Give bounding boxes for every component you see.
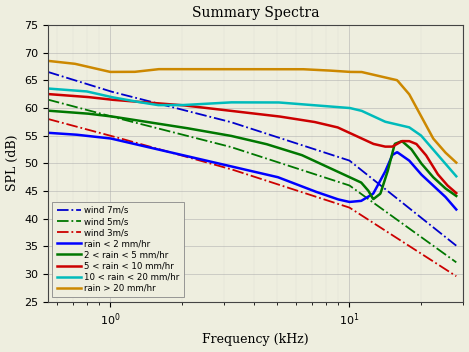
wind 7m/s xyxy=(454,244,459,248)
10 < rain < 20 mm/hr xyxy=(70,88,76,93)
wind 7m/s xyxy=(70,78,76,82)
rain > 20 mm/hr xyxy=(454,161,459,165)
wind 3m/s xyxy=(397,238,402,242)
2 < rain < 5 mm/hr xyxy=(70,111,76,115)
Line: wind 5m/s: wind 5m/s xyxy=(48,100,456,262)
wind 7m/s xyxy=(45,70,51,74)
wind 7m/s xyxy=(293,141,299,145)
2 < rain < 5 mm/hr xyxy=(397,140,403,144)
rain < 2 mm/hr xyxy=(305,187,311,191)
5 < rain < 10 mm/hr xyxy=(70,94,76,98)
Line: rain > 20 mm/hr: rain > 20 mm/hr xyxy=(48,61,456,163)
wind 7m/s xyxy=(305,145,311,149)
X-axis label: Frequency (kHz): Frequency (kHz) xyxy=(203,333,309,346)
wind 3m/s xyxy=(282,184,288,189)
Line: 5 < rain < 10 mm/hr: 5 < rain < 10 mm/hr xyxy=(48,94,456,193)
wind 5m/s xyxy=(454,260,459,264)
5 < rain < 10 mm/hr xyxy=(355,134,361,139)
5 < rain < 10 mm/hr xyxy=(293,117,299,121)
rain > 20 mm/hr xyxy=(70,61,76,65)
5 < rain < 10 mm/hr xyxy=(45,92,51,96)
Line: rain < 2 mm/hr: rain < 2 mm/hr xyxy=(48,133,456,209)
10 < rain < 20 mm/hr xyxy=(293,102,299,106)
wind 3m/s xyxy=(355,211,361,215)
rain > 20 mm/hr xyxy=(355,70,361,74)
wind 5m/s xyxy=(293,166,299,170)
Line: wind 7m/s: wind 7m/s xyxy=(48,72,456,246)
wind 5m/s xyxy=(355,189,361,194)
rain < 2 mm/hr xyxy=(282,178,288,182)
10 < rain < 20 mm/hr xyxy=(397,123,402,127)
5 < rain < 10 mm/hr xyxy=(397,140,402,145)
Title: Summary Spectra: Summary Spectra xyxy=(192,6,319,20)
5 < rain < 10 mm/hr xyxy=(282,115,288,119)
5 < rain < 10 mm/hr xyxy=(305,119,311,123)
Legend: wind 7m/s, wind 5m/s, wind 3m/s, rain < 2 mm/hr, 2 < rain < 5 mm/hr, 5 < rain < : wind 7m/s, wind 5m/s, wind 3m/s, rain < … xyxy=(52,202,184,297)
wind 3m/s xyxy=(45,117,51,121)
wind 7m/s xyxy=(282,138,288,142)
Line: wind 3m/s: wind 3m/s xyxy=(48,119,456,276)
wind 5m/s xyxy=(45,98,51,102)
10 < rain < 20 mm/hr xyxy=(454,174,459,178)
Y-axis label: SPL (dB): SPL (dB) xyxy=(6,135,19,191)
10 < rain < 20 mm/hr xyxy=(355,108,361,112)
wind 5m/s xyxy=(282,163,288,167)
rain < 2 mm/hr xyxy=(397,152,402,156)
2 < rain < 5 mm/hr xyxy=(45,108,51,113)
Line: 10 < rain < 20 mm/hr: 10 < rain < 20 mm/hr xyxy=(48,89,456,176)
rain < 2 mm/hr xyxy=(70,132,76,137)
wind 3m/s xyxy=(293,188,299,192)
5 < rain < 10 mm/hr xyxy=(454,191,459,195)
2 < rain < 5 mm/hr xyxy=(454,194,459,198)
rain < 2 mm/hr xyxy=(454,207,459,212)
2 < rain < 5 mm/hr xyxy=(355,179,361,183)
2 < rain < 5 mm/hr xyxy=(293,151,299,155)
2 < rain < 5 mm/hr xyxy=(305,156,311,160)
wind 3m/s xyxy=(70,124,76,128)
Line: 2 < rain < 5 mm/hr: 2 < rain < 5 mm/hr xyxy=(48,111,456,199)
wind 5m/s xyxy=(305,170,311,174)
2 < rain < 5 mm/hr xyxy=(371,197,376,201)
wind 3m/s xyxy=(454,274,459,278)
10 < rain < 20 mm/hr xyxy=(282,101,288,105)
rain < 2 mm/hr xyxy=(45,131,51,135)
rain > 20 mm/hr xyxy=(45,59,51,63)
10 < rain < 20 mm/hr xyxy=(45,87,51,91)
10 < rain < 20 mm/hr xyxy=(305,102,311,107)
rain > 20 mm/hr xyxy=(305,67,311,71)
rain < 2 mm/hr xyxy=(293,182,299,186)
rain > 20 mm/hr xyxy=(282,67,288,71)
wind 7m/s xyxy=(355,165,361,169)
rain < 2 mm/hr xyxy=(355,199,361,203)
wind 5m/s xyxy=(397,219,402,224)
2 < rain < 5 mm/hr xyxy=(282,148,288,152)
rain > 20 mm/hr xyxy=(293,67,299,71)
rain > 20 mm/hr xyxy=(397,81,402,85)
wind 5m/s xyxy=(70,104,76,108)
wind 7m/s xyxy=(397,199,402,203)
wind 3m/s xyxy=(305,192,311,196)
